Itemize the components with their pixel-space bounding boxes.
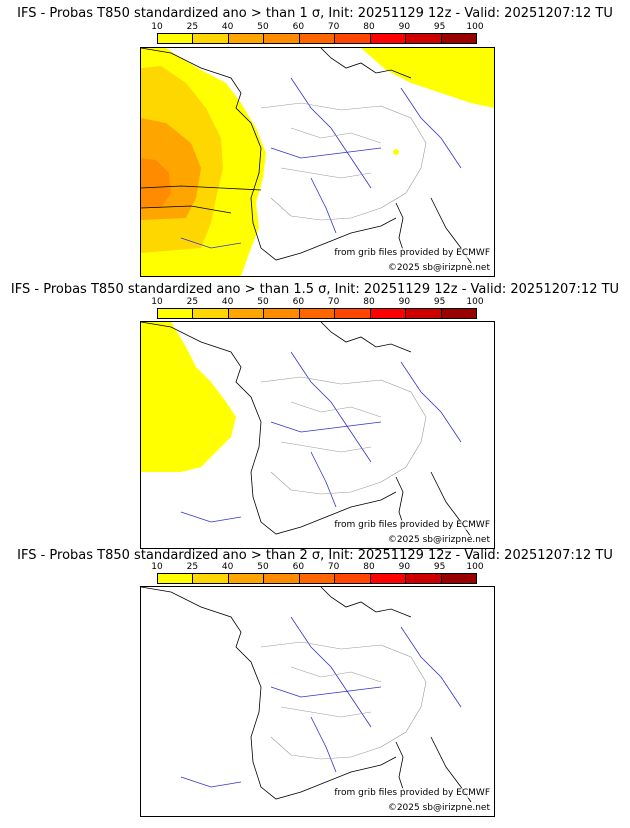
colorbar-segment <box>299 309 336 318</box>
colorbar-segment <box>370 34 407 43</box>
copyright-credit: ©2025 sb@irizpne.net <box>387 535 490 545</box>
colorbar-tick-label: 100 <box>466 562 484 572</box>
colorbar-segment <box>228 574 265 583</box>
colorbar-segment <box>158 309 194 318</box>
copyright-credit: ©2025 sb@irizpne.net <box>387 263 490 273</box>
colorbar-tick-label: 25 <box>186 22 199 32</box>
colorbar-segment <box>370 574 407 583</box>
colorbar-tick-label: 95 <box>433 22 446 32</box>
colorbar-segment <box>441 309 476 318</box>
panel-title: IFS - Probas T850 standardized ano > tha… <box>17 548 613 563</box>
colorbar-segment <box>335 34 371 43</box>
panel-title: IFS - Probas T850 standardized ano > tha… <box>17 6 613 21</box>
colorbar-segment <box>335 574 371 583</box>
colorbar-segment <box>299 574 336 583</box>
colorbar-tick-label: 95 <box>433 562 446 572</box>
map-panel-1: IFS - Probas T850 standardized ano > tha… <box>0 0 630 277</box>
colorbar-segment <box>406 34 442 43</box>
colorbar-segment <box>264 574 300 583</box>
colorbar-segment <box>158 574 194 583</box>
map-panel-3: IFS - Probas T850 standardized ano > tha… <box>0 548 630 828</box>
panel-title: IFS - Probas T850 standardized ano > tha… <box>10 282 620 297</box>
colorbar <box>157 573 477 584</box>
colorbar-segment <box>299 34 336 43</box>
colorbar-tick-label: 90 <box>398 297 411 307</box>
colorbar-tick-label: 50 <box>257 297 269 307</box>
colorbar-tick-label: 50 <box>257 22 269 32</box>
colorbar-tick-label: 40 <box>221 297 234 307</box>
colorbar-tick-label: 70 <box>327 22 340 32</box>
colorbar-segment <box>335 309 371 318</box>
colorbar-labels: 10 25 40 50 60 70 80 90 95 100 <box>140 297 490 307</box>
colorbar-tick-label: 60 <box>292 297 305 307</box>
colorbar-segment <box>441 34 476 43</box>
copyright-credit: ©2025 sb@irizpne.net <box>387 803 490 813</box>
colorbar-segment <box>406 309 442 318</box>
data-source-credit: from grib files provided by ECMWF <box>334 520 490 530</box>
colorbar-tick-label: 25 <box>186 562 199 572</box>
data-source-credit: from grib files provided by ECMWF <box>334 248 490 258</box>
colorbar-tick-label: 80 <box>363 22 375 32</box>
colorbar-segment <box>264 34 300 43</box>
data-source-credit: from grib files provided by ECMWF <box>334 788 490 798</box>
colorbar-tick-label: 90 <box>398 22 411 32</box>
probability-map: from grib files provided by ECMWF ©2025 … <box>140 47 495 277</box>
colorbar-tick-label: 40 <box>221 22 234 32</box>
colorbar-segment <box>264 309 300 318</box>
map-panel-2: IFS - Probas T850 standardized ano > tha… <box>0 276 630 549</box>
colorbar-segment <box>193 574 229 583</box>
colorbar-tick-label: 70 <box>327 562 340 572</box>
colorbar-tick-label: 60 <box>292 562 305 572</box>
colorbar-segment <box>158 34 194 43</box>
probability-map: from grib files provided by ECMWF ©2025 … <box>140 321 495 549</box>
colorbar-tick-label: 80 <box>363 562 375 572</box>
colorbar-segment <box>370 309 407 318</box>
colorbar-labels: 10 25 40 50 60 70 80 90 95 100 <box>140 562 490 572</box>
colorbar-tick-label: 100 <box>466 297 484 307</box>
colorbar-tick-label: 25 <box>186 297 199 307</box>
colorbar-tick-label: 100 <box>466 22 484 32</box>
colorbar <box>157 308 477 319</box>
colorbar-labels: 10 25 40 50 60 70 80 90 95 100 <box>140 22 490 32</box>
colorbar-segment <box>193 309 229 318</box>
colorbar-tick-label: 40 <box>221 562 234 572</box>
colorbar-segment <box>406 574 442 583</box>
colorbar-segment <box>228 309 265 318</box>
colorbar-tick-label: 50 <box>257 562 269 572</box>
colorbar <box>157 33 477 44</box>
colorbar-tick-label: 95 <box>433 297 446 307</box>
colorbar-segment <box>441 574 476 583</box>
colorbar-tick-label: 90 <box>398 562 411 572</box>
colorbar-tick-label: 10 <box>151 297 163 307</box>
colorbar-tick-label: 80 <box>363 297 375 307</box>
colorbar-segment <box>228 34 265 43</box>
colorbar-tick-label: 60 <box>292 22 305 32</box>
colorbar-tick-label: 70 <box>327 297 340 307</box>
colorbar-segment <box>193 34 229 43</box>
colorbar-tick-label: 10 <box>151 562 163 572</box>
colorbar-tick-label: 10 <box>151 22 163 32</box>
probability-map: from grib files provided by ECMWF ©2025 … <box>140 586 495 817</box>
